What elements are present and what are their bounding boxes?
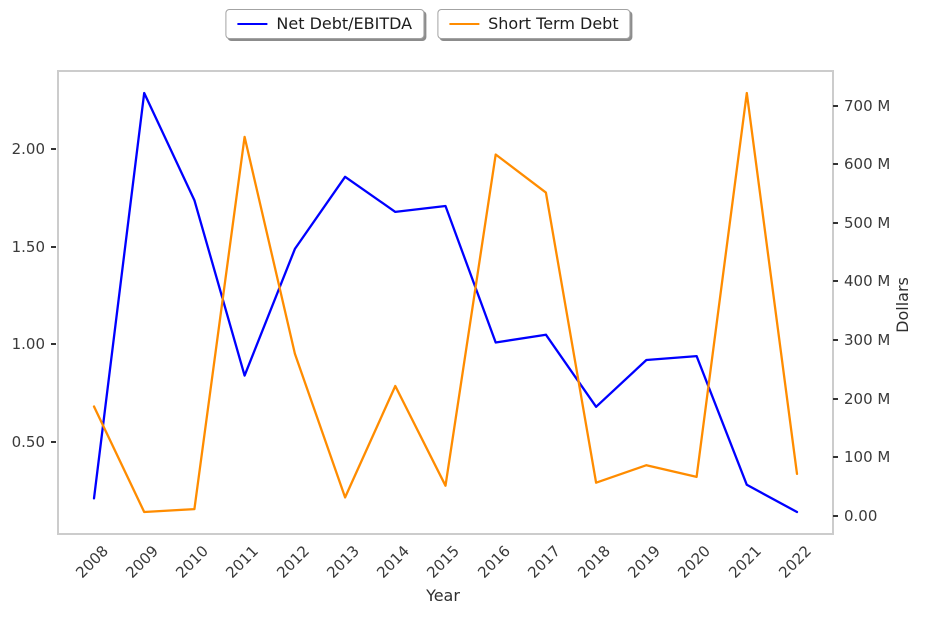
legend: Net Debt/EBITDA Short Term Debt	[225, 9, 631, 39]
legend-label-net-debt-ebitda: Net Debt/EBITDA	[276, 14, 413, 33]
x-tick-label: 2013	[323, 542, 363, 582]
x-tick-label: 2011	[222, 542, 263, 582]
y-tick-label-right: 500 M	[844, 213, 891, 232]
y-tick-label-right: 600 M	[844, 155, 891, 174]
y-tick-mark-left	[51, 440, 56, 443]
net-debt-ebitda-line-swatch	[237, 23, 268, 25]
plot-area	[57, 70, 834, 535]
y-tick-label-left: 1.50	[11, 237, 45, 256]
y-tick-mark-left	[51, 148, 56, 151]
x-tick-label: 2017	[523, 542, 564, 582]
y-tick-mark-right	[833, 397, 838, 400]
y-tick-label-left: 1.00	[11, 335, 45, 354]
y-tick-label-right: 100 M	[844, 448, 891, 467]
y-tick-label-right: 0.00	[844, 506, 878, 525]
short-term-debt-line-swatch	[449, 23, 480, 25]
x-tick-label: 2022	[774, 542, 815, 582]
net-debt-ebitda-line	[92, 91, 799, 514]
y-tick-label-right: 400 M	[844, 272, 891, 291]
x-tick-label: 2008	[71, 542, 112, 582]
short-term-debt-line	[92, 91, 799, 514]
y-tick-mark-right	[833, 221, 838, 224]
x-tick-label: 2009	[122, 542, 162, 582]
y-tick-label-left: 0.50	[11, 432, 45, 451]
y-tick-label-right: 300 M	[844, 331, 891, 350]
y-tick-mark-left	[51, 245, 56, 248]
legend-label-short-term-debt: Short Term Debt	[488, 14, 619, 33]
x-tick-label: 2010	[172, 542, 213, 582]
y-tick-label-right: 200 M	[844, 389, 891, 408]
y-tick-mark-left	[51, 343, 56, 346]
y-tick-mark-right	[833, 104, 838, 107]
x-tick-label: 2020	[674, 542, 715, 582]
y-tick-mark-right	[833, 163, 838, 166]
x-tick-label: 2019	[624, 542, 665, 582]
line-chart-svg	[92, 91, 799, 514]
x-tick-label: 2015	[423, 542, 464, 582]
x-tick-label: 2014	[373, 542, 414, 582]
x-axis-title: Year	[426, 586, 460, 605]
legend-net-debt-ebitda: Net Debt/EBITDA	[225, 9, 425, 39]
y-tick-mark-right	[833, 514, 838, 517]
y-tick-mark-right	[833, 339, 838, 342]
legend-short-term-debt: Short Term Debt	[437, 9, 631, 39]
x-tick-label: 2012	[272, 542, 313, 582]
y-tick-label-right: 700 M	[844, 96, 891, 115]
y-tick-label-left: 2.00	[11, 140, 45, 159]
right-axis-title: Dollars	[893, 277, 912, 333]
x-tick-label: 2021	[724, 542, 765, 582]
y-tick-mark-right	[833, 280, 838, 283]
x-tick-label: 2018	[574, 542, 614, 582]
x-tick-label: 2016	[473, 542, 514, 582]
y-tick-mark-right	[833, 456, 838, 459]
